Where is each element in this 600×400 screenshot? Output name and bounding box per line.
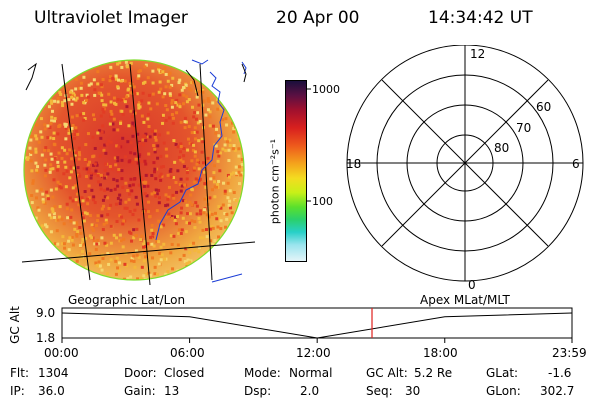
altitude-curve bbox=[61, 312, 573, 339]
coastline bbox=[155, 59, 247, 283]
seq-label: Seq: bbox=[366, 384, 393, 398]
dsp-value: 2.0 bbox=[300, 384, 320, 398]
glon-value: 302.7 bbox=[540, 384, 575, 398]
mode-value: Normal bbox=[289, 366, 333, 380]
seq-value: 30 bbox=[405, 384, 421, 398]
gain-value: 13 bbox=[164, 384, 180, 398]
dsp-label: Dsp: bbox=[244, 384, 272, 398]
lat-label-60: 60 bbox=[536, 100, 551, 114]
mlt-label-0: 0 bbox=[468, 278, 476, 290]
y-tick-1-8: 1.8 bbox=[36, 331, 56, 345]
colorbar bbox=[285, 80, 307, 262]
lat-label-70: 70 bbox=[516, 121, 531, 135]
gc-alt-value: 5.2 Re bbox=[414, 366, 453, 380]
flt-label: Flt: bbox=[10, 366, 29, 380]
instrument-title: Ultraviolet Imager bbox=[34, 8, 188, 28]
ip-value: 36.0 bbox=[38, 384, 65, 398]
land-outline bbox=[25, 62, 247, 97]
observation-time: 14:34:42 UT bbox=[428, 8, 533, 28]
glon-label: GLon: bbox=[486, 384, 521, 398]
door-label: Door: bbox=[124, 366, 157, 380]
x-tick-1800: 18:00 bbox=[423, 346, 458, 360]
mlt-label-6: 6 bbox=[572, 157, 580, 171]
gc-alt-label: GC Alt: bbox=[366, 366, 408, 380]
mlt-label-12: 12 bbox=[470, 47, 485, 61]
x-tick-0000: 00:00 bbox=[44, 346, 79, 360]
x-tick-2359: 23:59 bbox=[552, 346, 587, 360]
colorbar-tick-100: 100 bbox=[312, 195, 333, 208]
earth-disk bbox=[23, 59, 245, 281]
door-value: Closed bbox=[164, 366, 205, 380]
earth-limb bbox=[23, 59, 245, 281]
glat-label: GLat: bbox=[486, 366, 519, 380]
colorbar-tick-1000: 1000 bbox=[312, 83, 340, 96]
flt-value: 1304 bbox=[38, 366, 69, 380]
geographic-caption: Geographic Lat/Lon bbox=[68, 293, 186, 307]
x-tick-0600: 06:00 bbox=[170, 346, 205, 360]
gain-label: Gain: bbox=[124, 384, 156, 398]
colorbar-ticks bbox=[306, 88, 311, 202]
mlt-label-18: 18 bbox=[346, 157, 361, 171]
y-tick-9: 9.0 bbox=[36, 306, 56, 320]
apex-caption: Apex MLat/MLT bbox=[420, 293, 510, 307]
observation-date: 20 Apr 00 bbox=[276, 8, 360, 28]
x-tick-1200: 12:00 bbox=[296, 346, 331, 360]
timeline-frame bbox=[61, 307, 573, 339]
geographic-grid bbox=[21, 63, 256, 286]
glat-value: -1.6 bbox=[548, 366, 572, 380]
polar-plot: 12 18 6 0 60 70 80 bbox=[346, 45, 584, 290]
ip-label: IP: bbox=[10, 384, 25, 398]
lat-label-80: 80 bbox=[494, 141, 509, 155]
mode-label: Mode: bbox=[244, 366, 281, 380]
